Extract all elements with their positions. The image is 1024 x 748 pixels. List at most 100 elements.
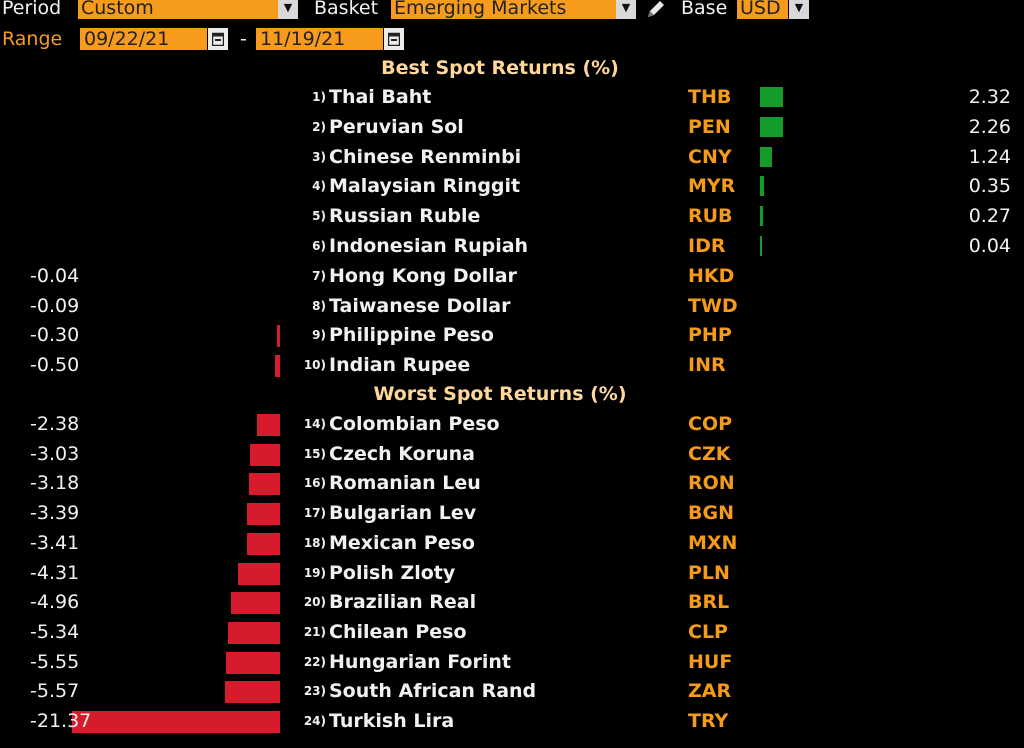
return-value: -0.09: [30, 294, 80, 317]
currency-code: INR: [688, 354, 726, 377]
currency-row[interactable]: 23) South African Rand ZAR -5.57: [0, 676, 1024, 706]
currency-row[interactable]: 8) Taiwanese Dollar TWD -0.09: [0, 291, 1024, 321]
rank-label: 18): [303, 535, 326, 550]
period-dropdown-icon[interactable]: ▼: [278, 0, 298, 19]
rank-label: 4): [312, 179, 326, 194]
currency-row[interactable]: 17) Bulgarian Lev BGN -3.39: [0, 498, 1024, 528]
negative-bar: [256, 414, 280, 436]
currency-name: Bulgarian Lev: [329, 502, 477, 525]
currency-code: CNY: [688, 145, 732, 168]
currency-code: HUF: [688, 650, 733, 673]
rank-label: 6): [312, 239, 326, 253]
range-separator: -: [240, 28, 247, 50]
currency-code: HKD: [688, 264, 735, 287]
currency-row[interactable]: 19) Polish Zloty PLN -4.31: [0, 558, 1024, 588]
positive-bar: [760, 236, 762, 256]
range-end-calendar-icon[interactable]: [384, 28, 404, 50]
base-select[interactable]: USD: [737, 0, 788, 19]
rank-label: 14): [303, 417, 326, 431]
currency-name: Romanian Leu: [329, 472, 481, 495]
period-select[interactable]: Custom: [78, 0, 278, 19]
return-value: 2.26: [968, 115, 1011, 138]
rank-label: 19): [303, 565, 326, 580]
edit-pencil-icon[interactable]: [645, 0, 667, 20]
currency-row[interactable]: 20) Brazilian Real BRL -4.96: [0, 587, 1024, 617]
currency-name: Peruvian Sol: [329, 115, 464, 138]
range-end-value: 11/19/21: [260, 28, 346, 50]
currency-row[interactable]: 21) Chilean Peso CLP -5.34: [0, 617, 1024, 647]
rank-label: 7): [312, 268, 326, 283]
currency-name: Hungarian Forint: [329, 650, 511, 673]
basket-dropdown-icon[interactable]: ▼: [616, 0, 636, 19]
currency-code: TRY: [688, 710, 729, 732]
currency-row[interactable]: 7) Hong Kong Dollar HKD -0.04: [0, 261, 1024, 291]
period-value: Custom: [81, 0, 154, 19]
negative-bar: [237, 562, 280, 585]
basket-label: Basket: [314, 0, 379, 19]
currency-row[interactable]: 6) Indonesian Rupiah IDR 0.04: [0, 231, 1024, 261]
currency-code: IDR: [688, 235, 726, 257]
best-returns-title: Best Spot Returns (%): [381, 57, 619, 79]
negative-bar: [225, 681, 280, 704]
currency-row[interactable]: 2) Peruvian Sol PEN 2.26: [0, 112, 1024, 142]
return-value: 0.35: [968, 175, 1011, 198]
basket-value: Emerging Markets: [394, 0, 567, 19]
currency-row[interactable]: 18) Mexican Peso MXN -3.41: [0, 528, 1024, 558]
rank-label: 23): [303, 684, 326, 699]
negative-bar: [72, 711, 280, 733]
return-value: -0.50: [30, 354, 80, 377]
currency-row[interactable]: 9) Philippine Peso PHP -0.30: [0, 320, 1024, 350]
currency-code: BRL: [688, 591, 730, 614]
currency-row[interactable]: 3) Chinese Renminbi CNY 1.24: [0, 142, 1024, 172]
currency-name: Czech Koruna: [329, 442, 475, 465]
rank-label: 8): [312, 298, 326, 313]
positive-bar: [760, 116, 783, 137]
positive-bar: [760, 206, 763, 227]
base-dropdown-icon[interactable]: ▼: [789, 0, 809, 19]
range-start-value: 09/22/21: [84, 28, 170, 50]
return-value: 2.32: [968, 86, 1011, 108]
negative-bar: [225, 651, 280, 674]
negative-bar: [227, 621, 280, 644]
return-value: 0.04: [968, 235, 1011, 257]
currency-name: Malaysian Ringgit: [329, 175, 521, 198]
return-value: -2.38: [30, 413, 80, 435]
currency-name: Indian Rupee: [329, 354, 471, 377]
currency-row[interactable]: 15) Czech Koruna CZK -3.03: [0, 439, 1024, 469]
worst-returns-title: Worst Spot Returns (%): [373, 383, 627, 405]
period-label: Period: [2, 0, 62, 19]
rank-label: 5): [312, 209, 326, 224]
currency-name: Chinese Renminbi: [329, 145, 522, 168]
currency-name: Brazilian Real: [329, 591, 477, 614]
currency-row[interactable]: 14) Colombian Peso COP -2.38: [0, 409, 1024, 439]
currency-code: MXN: [688, 531, 738, 554]
currency-code: CLP: [688, 620, 728, 643]
negative-bar: [246, 532, 280, 555]
range-start-calendar-icon[interactable]: [208, 28, 228, 50]
currency-code: THB: [688, 86, 732, 108]
rank-label: 21): [303, 624, 326, 639]
currency-row[interactable]: 5) Russian Ruble RUB 0.27: [0, 201, 1024, 231]
currency-row[interactable]: 10) Indian Rupee INR -0.50: [0, 350, 1024, 380]
return-value: -3.03: [30, 442, 80, 465]
return-value: -5.57: [30, 680, 80, 703]
rank-label: 20): [303, 595, 326, 610]
currency-row[interactable]: 22) Hungarian Forint HUF -5.55: [0, 647, 1024, 677]
currency-row[interactable]: 1) Thai Baht THB 2.32: [0, 82, 1024, 112]
currency-code: TWD: [688, 294, 738, 317]
return-value: -5.34: [30, 620, 80, 643]
return-value: -3.18: [30, 472, 80, 495]
currency-code: ZAR: [688, 680, 732, 703]
return-value: -0.30: [30, 324, 80, 347]
currency-name: Mexican Peso: [329, 531, 475, 554]
currency-name: Chilean Peso: [329, 620, 467, 643]
currency-row[interactable]: 24) Turkish Lira TRY -21.37: [0, 706, 1024, 736]
rank-label: 10): [303, 358, 326, 373]
basket-select[interactable]: Emerging Markets: [391, 0, 616, 19]
range-start-input[interactable]: 09/22/21: [80, 28, 207, 50]
range-end-input[interactable]: 11/19/21: [256, 28, 383, 50]
currency-row[interactable]: 16) Romanian Leu RON -3.18: [0, 468, 1024, 498]
currency-row[interactable]: 4) Malaysian Ringgit MYR 0.35: [0, 171, 1024, 201]
rank-label: 1): [312, 90, 326, 104]
currency-name: Polish Zloty: [329, 561, 456, 584]
